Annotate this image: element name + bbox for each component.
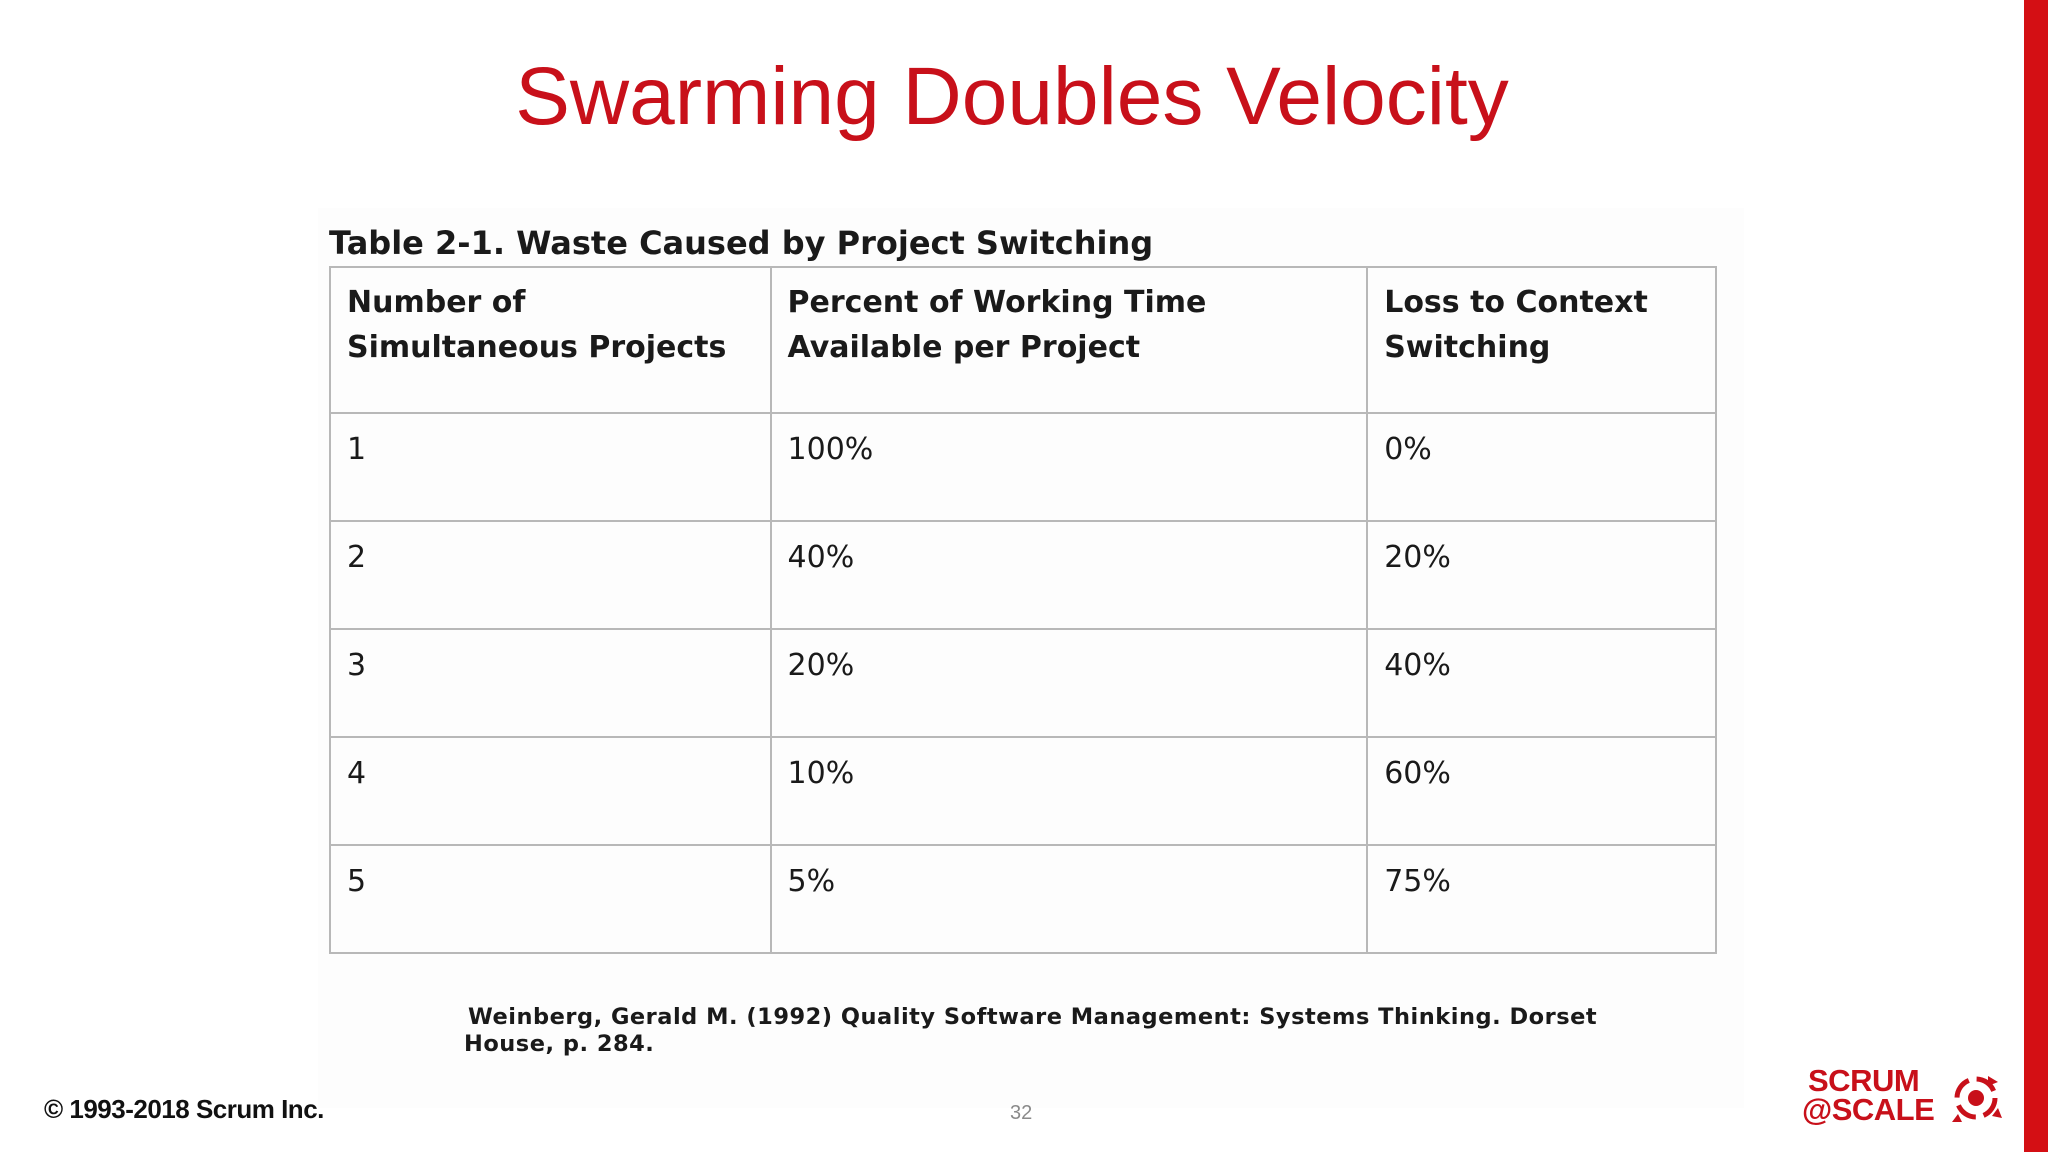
citation-line-2: House, p. 284. [464,1031,655,1057]
logo-line-2: @SCALE [1802,1092,1935,1127]
table-row: 2 40% 20% [329,520,1717,630]
cell-percent-time: 20% [769,628,1369,738]
cell-percent-time: 100% [769,412,1369,522]
citation-line-1: Weinberg, Gerald M. (1992) Quality Softw… [468,1004,1598,1030]
header-loss-context-switching: Loss to Context Switching [1366,266,1717,414]
cell-projects: 2 [329,520,772,630]
cell-percent-time: 10% [769,736,1369,846]
table-row: 3 20% 40% [329,628,1717,738]
cell-loss: 75% [1366,844,1717,954]
logo-wordmark: SCRUM @SCALE [1802,1063,1935,1125]
table-row: 5 5% 75% [329,844,1717,954]
cell-projects: 1 [329,412,772,522]
cell-percent-time: 40% [769,520,1369,630]
page-number: 32 [1010,1102,1033,1124]
table-row: 4 10% 60% [329,736,1717,846]
scrum-at-scale-logo: SCRUM @SCALE [1802,1063,2008,1130]
citation: Weinberg, Gerald M. (1992) Quality Softw… [464,1004,1614,1058]
slide-title: Swarming Doubles Velocity [515,51,1509,142]
accent-bar [2024,0,2048,1152]
header-percent-working-time: Percent of Working Time Available per Pr… [769,266,1369,414]
cell-projects: 5 [329,844,772,954]
cell-loss: 40% [1366,628,1717,738]
header-simultaneous-projects: Number of Simultaneous Projects [329,266,772,414]
cell-projects: 3 [329,628,772,738]
table-caption: Table 2-1. Waste Caused by Project Switc… [329,224,1154,262]
waste-table: Number of Simultaneous Projects Percent … [329,266,1717,954]
logo-line-1: SCRUM [1808,1063,1920,1098]
scrum-cycle-icon [1952,1076,2002,1122]
cell-projects: 4 [329,736,772,846]
table-header-row: Number of Simultaneous Projects Percent … [329,266,1717,414]
cell-loss: 60% [1366,736,1717,846]
cell-percent-time: 5% [769,844,1369,954]
cell-loss: 20% [1366,520,1717,630]
table-row: 1 100% 0% [329,412,1717,522]
copyright-notice: © 1993-2018 Scrum Inc. [44,1094,324,1124]
cell-loss: 0% [1366,412,1717,522]
